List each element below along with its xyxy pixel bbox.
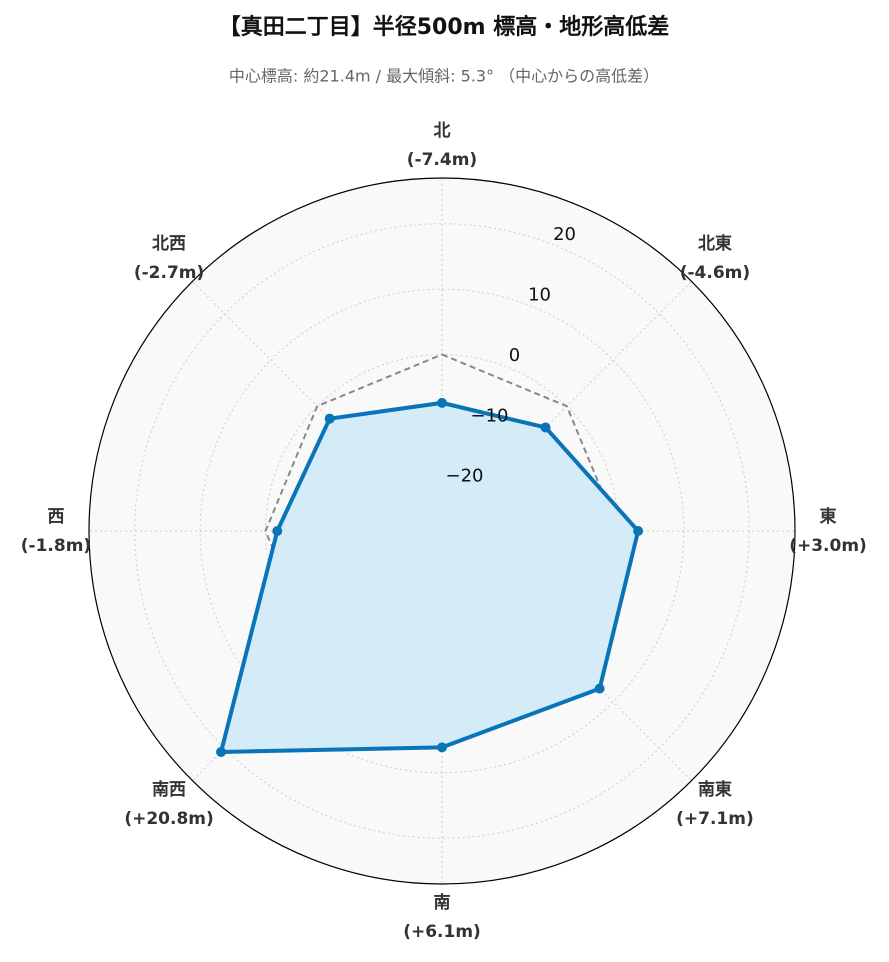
category-label: 南東 xyxy=(698,779,732,800)
category-label: 西 xyxy=(48,507,65,527)
data-point xyxy=(437,742,447,753)
category-label: 北西 xyxy=(152,234,186,254)
data-point xyxy=(324,413,335,424)
category-label: 北 xyxy=(434,121,451,141)
value-label: (-7.4m) xyxy=(407,150,477,170)
value-label: (-2.7m) xyxy=(134,263,204,283)
r-tick-label: −10 xyxy=(471,405,509,426)
value-label: (-1.8m) xyxy=(21,536,91,556)
r-tick-label: 10 xyxy=(528,285,551,306)
category-label: 南 xyxy=(434,892,451,913)
value-label: (+6.1m) xyxy=(403,922,481,942)
value-label: (+7.1m) xyxy=(676,809,754,829)
data-point xyxy=(272,526,283,536)
r-tick-label: −20 xyxy=(445,466,483,487)
r-tick-label: 0 xyxy=(509,345,520,366)
chart-subtitle: 中心標高: 約21.4m / 最大傾斜: 5.3° （中心からの高低差） xyxy=(229,67,659,86)
data-point xyxy=(437,397,447,408)
category-label: 北東 xyxy=(698,233,732,254)
chart-title: 【真田二丁目】半径500m 標高・地形高低差 xyxy=(219,14,670,40)
value-label: (+20.8m) xyxy=(124,809,213,829)
data-point xyxy=(216,746,227,757)
data-point xyxy=(540,422,551,433)
category-label: 東 xyxy=(820,506,837,527)
data-point xyxy=(594,683,605,694)
data-point xyxy=(633,526,644,536)
plot-border xyxy=(88,177,796,885)
category-label: 南西 xyxy=(152,779,186,800)
value-label: (+3.0m) xyxy=(789,536,867,556)
value-label: (-4.6m) xyxy=(680,263,750,283)
grid-circle xyxy=(134,223,750,839)
r-tick-label: 20 xyxy=(553,224,576,245)
